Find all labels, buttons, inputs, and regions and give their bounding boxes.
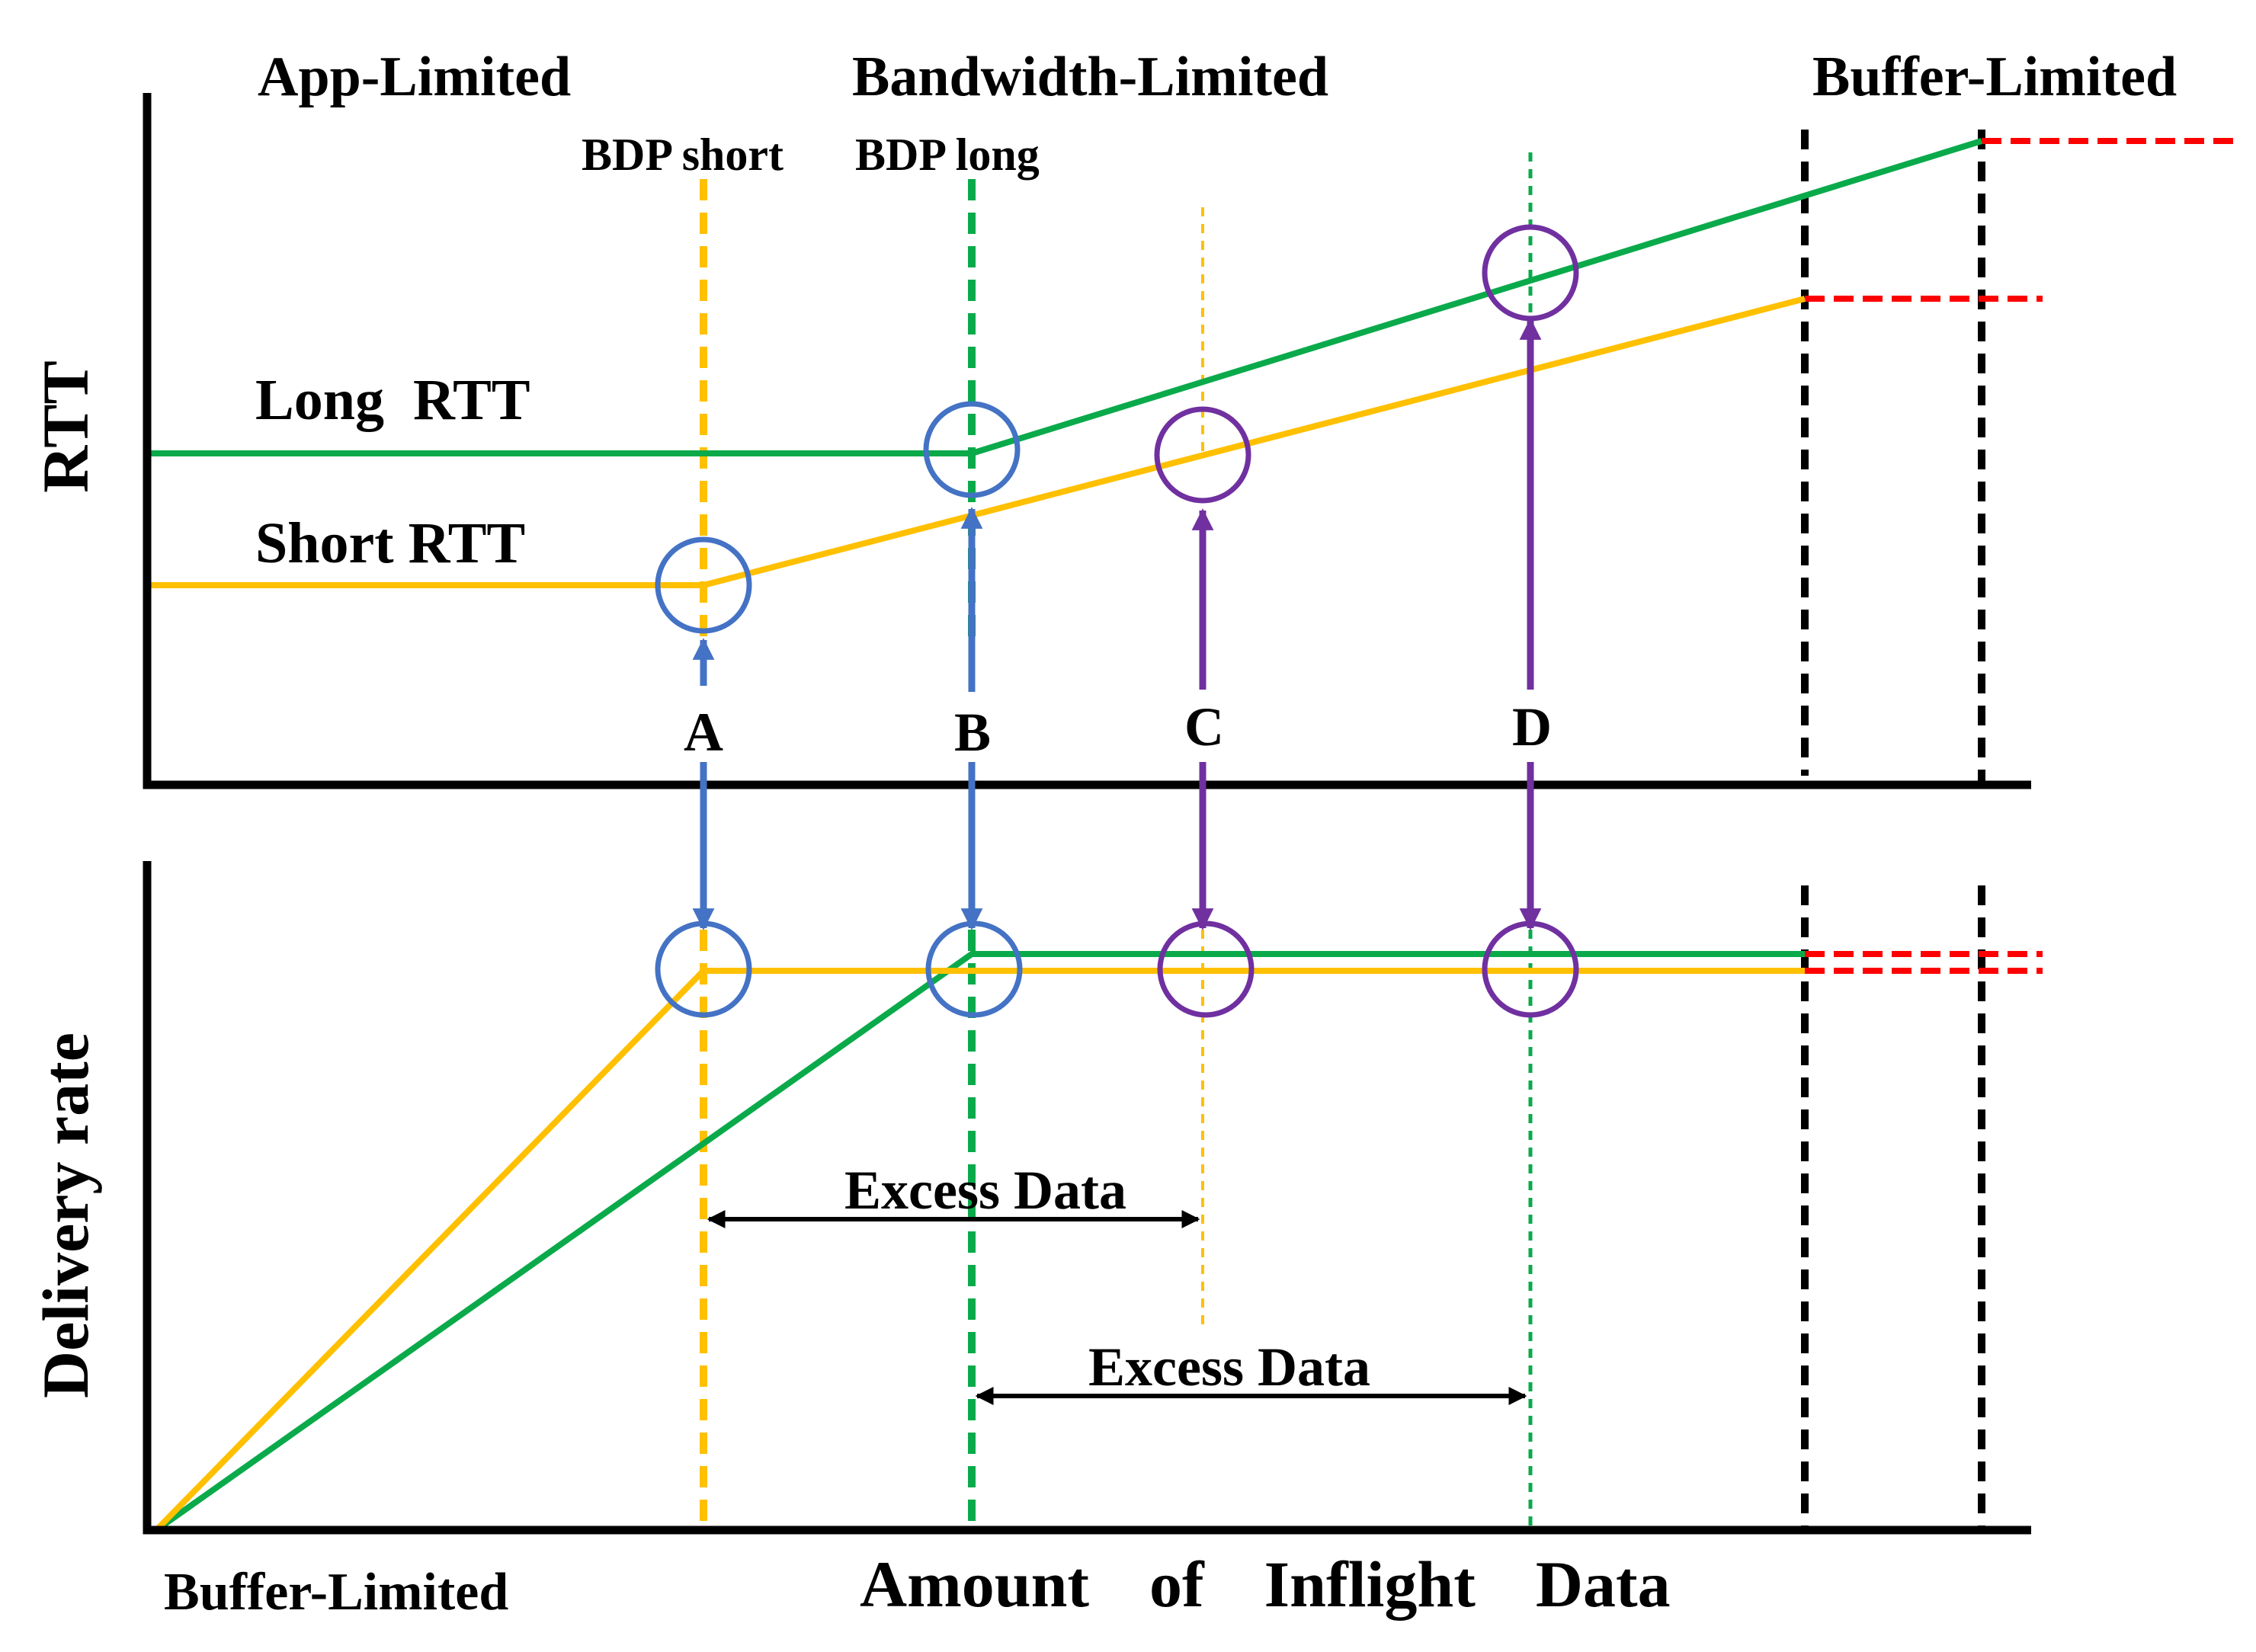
long-rate-curve	[154, 951, 1805, 1533]
buffer-limited-bottom-label: Buffer-Limited	[164, 1563, 508, 1622]
bdp-long-label: BDP long	[855, 130, 1040, 180]
marker-d-rtt	[1482, 224, 1579, 322]
short-rtt-label: Short RTT	[255, 511, 525, 575]
marker-c-rate	[1157, 920, 1255, 1018]
marker-b-rate	[925, 920, 1023, 1018]
rtt-axes	[143, 93, 2031, 789]
long-rtt-curve	[147, 138, 1983, 456]
point-b-label: B	[954, 702, 991, 763]
marker-d-rate	[1482, 920, 1579, 1018]
point-a-label: A	[684, 702, 723, 763]
rtt-y-axis-title: RTT	[29, 360, 102, 493]
point-d-label: D	[1512, 696, 1552, 757]
excess-data-label-1: Excess Data	[844, 1160, 1126, 1221]
bandwidth-limited-label: Bandwidth-Limited	[852, 46, 1328, 108]
x-axis-title: Amount of Inflight Data	[860, 1548, 1671, 1621]
marker-c-rtt	[1154, 406, 1251, 504]
point-c-label: C	[1184, 696, 1224, 757]
excess-data-label-2: Excess Data	[1088, 1337, 1370, 1397]
long-rtt-label: Long RTT	[255, 368, 530, 432]
delivery-rate-axes	[143, 861, 2031, 1535]
short-rtt-curve	[147, 296, 1806, 588]
app-limited-label: App-Limited	[258, 46, 571, 108]
marker-b-rtt	[923, 401, 1021, 498]
short-rate-curve	[154, 968, 1805, 1532]
bdp-short-label: BDP short	[582, 130, 784, 180]
marker-a-rtt	[655, 536, 752, 634]
marker-a-rate	[655, 920, 752, 1018]
delivery-rate-y-axis-title: Delivery rate	[29, 1032, 102, 1398]
buffer-limited-top-label: Buffer-Limited	[1812, 46, 2177, 108]
